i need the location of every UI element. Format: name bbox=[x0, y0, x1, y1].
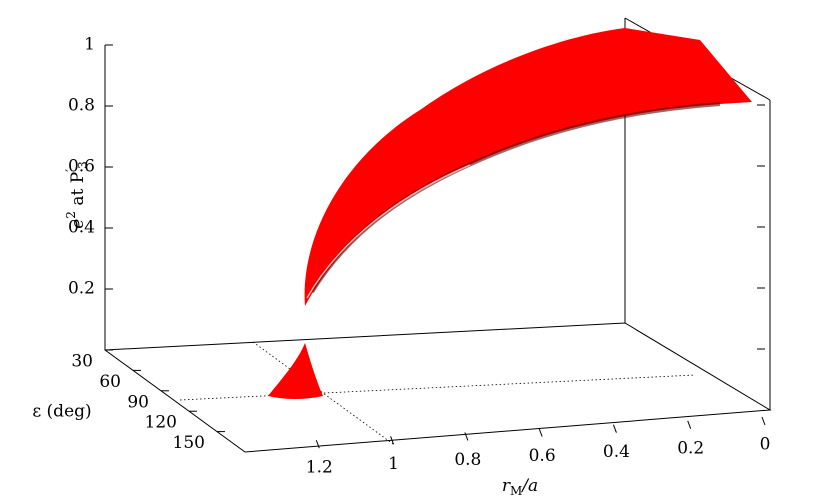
y-tick-label: 120 bbox=[145, 413, 177, 433]
x-tick-label: 0 bbox=[760, 435, 771, 455]
y-axis-label: ε (deg) bbox=[32, 402, 91, 422]
z-tick-label: 0.6 bbox=[68, 157, 95, 177]
z-tick-label: 0.4 bbox=[68, 218, 95, 238]
x-tick bbox=[390, 436, 395, 445]
box-lines bbox=[104, 17, 772, 453]
z-label-part: at P bbox=[68, 172, 88, 211]
surface-highlight bbox=[306, 164, 471, 299]
x-tick-label: 0.2 bbox=[677, 438, 704, 458]
surface-cone bbox=[268, 343, 323, 399]
base-grid bbox=[179, 341, 696, 445]
x-axis-label: rM/a bbox=[502, 476, 538, 498]
x-tick bbox=[612, 424, 617, 433]
x-tick-label: 0.6 bbox=[529, 446, 556, 466]
y-tick-label: 30 bbox=[71, 352, 93, 372]
x-tick bbox=[464, 432, 469, 441]
y-tick-label: 90 bbox=[127, 392, 149, 412]
x-tick-label: 0.4 bbox=[603, 442, 630, 462]
z-tick-label: 0.8 bbox=[68, 96, 95, 116]
z-label-part: ′ bbox=[64, 169, 79, 172]
x-tick-label: 1.2 bbox=[306, 458, 333, 478]
y-tick-label: 150 bbox=[173, 433, 205, 453]
surface bbox=[268, 28, 752, 399]
x-tick-label: 1 bbox=[388, 454, 399, 474]
x-label-part: r bbox=[502, 476, 511, 496]
x-tick bbox=[761, 416, 766, 426]
y-tick-label: 60 bbox=[99, 372, 121, 392]
x-tick-label: 0.8 bbox=[454, 450, 481, 470]
x-label-part: /a bbox=[520, 476, 538, 496]
x-tick bbox=[315, 439, 320, 449]
x-label-part: M bbox=[510, 484, 522, 498]
z-label-part: 2 bbox=[64, 211, 78, 219]
x-tick bbox=[687, 420, 692, 430]
z-axis-label: e2 at P′3 bbox=[64, 161, 90, 229]
z-tick-label: 1 bbox=[84, 35, 95, 55]
z-label-part: e bbox=[68, 219, 88, 229]
axes-box bbox=[104, 17, 772, 453]
x-tick bbox=[538, 428, 543, 437]
surface-main bbox=[304, 28, 752, 306]
z-tick-label: 0.2 bbox=[68, 279, 95, 299]
z-label-part: 3 bbox=[76, 161, 90, 169]
